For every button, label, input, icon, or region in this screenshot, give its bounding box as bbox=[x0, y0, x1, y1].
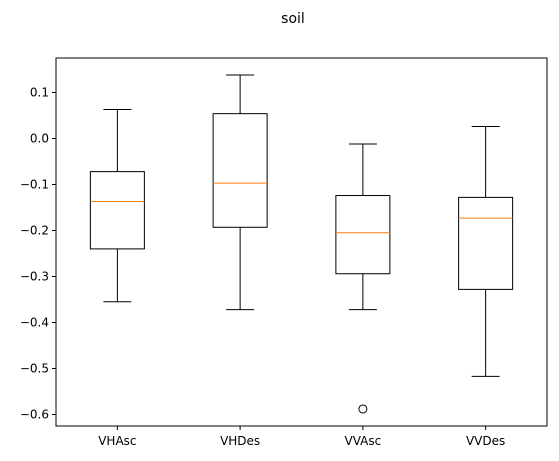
y-tick-label: −0.6 bbox=[20, 408, 49, 422]
y-tick-label: −0.4 bbox=[20, 316, 49, 330]
x-tick-label: VHAsc bbox=[98, 434, 136, 448]
x-tick-label: VVAsc bbox=[345, 434, 382, 448]
box-vhasc bbox=[89, 171, 145, 250]
axes-frame bbox=[55, 57, 548, 427]
y-tick-label: 0.1 bbox=[30, 86, 49, 100]
plot-area: 0.1 0.0 −0.1 −0.2 −0.3 −0.4 −0.5 −0.6 VHAsc VHDes… bbox=[20, 57, 548, 448]
y-tick-label: −0.3 bbox=[20, 270, 49, 284]
box-vvdes bbox=[458, 196, 514, 290]
x-tick-label: VHDes bbox=[220, 434, 260, 448]
y-tick-label: −0.1 bbox=[20, 178, 49, 192]
box-vvasc bbox=[335, 195, 391, 275]
y-tick-label: −0.5 bbox=[20, 362, 49, 376]
y-tick-label: 0.0 bbox=[30, 132, 49, 146]
box-vhdes bbox=[212, 113, 268, 228]
outlier-point bbox=[358, 404, 368, 414]
x-tick-label: VVDes bbox=[466, 434, 505, 448]
y-tick-label: −0.2 bbox=[20, 224, 49, 238]
chart-title: soil bbox=[281, 11, 305, 27]
